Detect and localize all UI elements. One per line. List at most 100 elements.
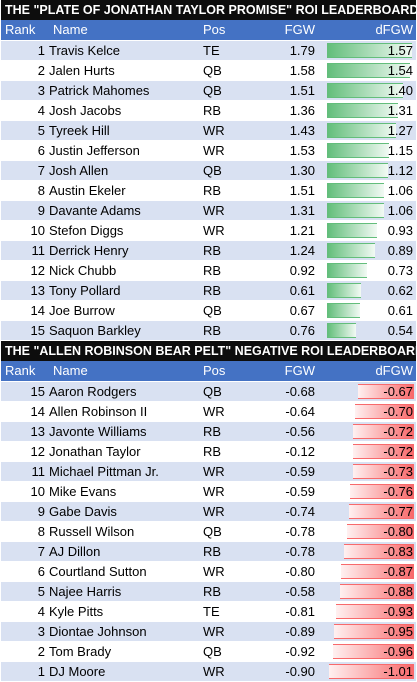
rank-cell: 9 — [37, 504, 45, 519]
rank-cell: 11 — [31, 243, 46, 258]
dfgw-cell: -0.95 — [325, 622, 416, 641]
rank-cell: 4 — [37, 103, 45, 118]
pos-cell: WR — [203, 143, 225, 158]
name-cell: Travis Kelce — [49, 43, 121, 58]
fgw-cell: -0.90 — [285, 664, 315, 679]
header-name: Name — [53, 22, 88, 37]
name-cell: Mike Evans — [49, 484, 117, 499]
dfgw-data-bar — [327, 263, 367, 278]
pos-cell: RB — [203, 444, 222, 459]
pos-cell: TE — [203, 604, 220, 619]
fgw-cell: -0.12 — [285, 444, 315, 459]
fgw-cell: 1.51 — [289, 83, 315, 98]
pos-cell: WR — [203, 564, 225, 579]
table-row: 1 DJ Moore WR -0.90 -1.01 — [1, 662, 416, 682]
dfgw-cell: 1.12 — [325, 161, 416, 180]
pos-cell: RB — [203, 263, 222, 278]
table-row: 3 Patrick Mahomes QB 1.51 1.40 — [1, 81, 416, 101]
fgw-cell: 1.58 — [289, 63, 315, 78]
pos-cell: WR — [203, 464, 225, 479]
header-dfgw: dFGW — [375, 363, 413, 378]
table-row: 5 Najee Harris RB -0.58 -0.88 — [1, 582, 416, 602]
negative-leaderboard-title: THE "ALLEN ROBINSON BEAR PELT" NEGATIVE … — [1, 341, 416, 361]
fgw-cell: -0.81 — [285, 604, 315, 619]
dfgw-value: 1.12 — [387, 163, 413, 178]
table-row: 14 Allen Robinson II WR -0.64 -0.70 — [1, 402, 416, 422]
dfgw-data-bar — [336, 604, 414, 619]
table-row: 4 Josh Jacobs RB 1.36 1.31 — [1, 101, 416, 121]
name-cell: DJ Moore — [49, 664, 106, 679]
rank-cell: 12 — [30, 444, 45, 459]
dfgw-cell: -0.88 — [325, 582, 416, 601]
dfgw-cell: 1.15 — [325, 141, 416, 160]
dfgw-cell: -0.83 — [325, 542, 416, 561]
rank-cell: 7 — [37, 163, 45, 178]
dfgw-data-bar — [327, 223, 377, 238]
fgw-cell: -0.68 — [285, 384, 315, 399]
dfgw-data-bar — [327, 123, 396, 138]
rank-cell: 10 — [30, 223, 45, 238]
pos-cell: QB — [203, 384, 222, 399]
table-row: 7 Josh Allen QB 1.30 1.12 — [1, 161, 416, 181]
fgw-cell: -0.80 — [285, 564, 315, 579]
fgw-cell: -0.92 — [285, 644, 315, 659]
name-cell: Russell Wilson — [49, 524, 135, 539]
name-cell: AJ Dillon — [49, 544, 101, 559]
table-row: 8 Austin Ekeler RB 1.51 1.06 — [1, 181, 416, 201]
fgw-cell: -0.78 — [285, 544, 315, 559]
table-row: 1 Travis Kelce TE 1.79 1.57 — [1, 41, 416, 61]
header-fgw: FGW — [284, 22, 315, 37]
fgw-cell: 0.67 — [289, 303, 315, 318]
pos-cell: QB — [203, 83, 222, 98]
table-row: 10 Stefon Diggs WR 1.21 0.93 — [1, 221, 416, 241]
name-cell: Austin Ekeler — [49, 183, 126, 198]
dfgw-cell: 1.54 — [325, 61, 416, 80]
fgw-cell: -0.56 — [285, 424, 315, 439]
header-name: Name — [53, 363, 88, 378]
rank-cell: 14 — [30, 303, 45, 318]
rank-cell: 3 — [37, 624, 45, 639]
rank-cell: 7 — [37, 544, 45, 559]
pos-cell: WR — [203, 223, 225, 238]
rank-cell: 13 — [30, 283, 45, 298]
dfgw-data-bar — [355, 404, 414, 419]
rank-cell: 5 — [37, 123, 45, 138]
dfgw-cell: 1.27 — [325, 121, 416, 140]
dfgw-data-bar — [358, 384, 414, 399]
dfgw-value: -0.96 — [383, 644, 413, 659]
fgw-cell: 0.92 — [289, 263, 315, 278]
dfgw-cell: -0.93 — [325, 602, 416, 621]
dfgw-data-bar — [329, 664, 414, 679]
rank-cell: 3 — [37, 83, 45, 98]
pos-cell: RB — [203, 243, 222, 258]
table-row: 12 Jonathan Taylor RB -0.12 -0.72 — [1, 442, 416, 462]
table-row: 7 AJ Dillon RB -0.78 -0.83 — [1, 542, 416, 562]
fgw-cell: -0.78 — [285, 524, 315, 539]
header-pos: Pos — [203, 363, 226, 378]
fgw-cell: 1.30 — [289, 163, 315, 178]
dfgw-cell: -0.76 — [325, 482, 416, 501]
dfgw-value: -0.67 — [383, 384, 413, 399]
dfgw-data-bar — [327, 323, 356, 338]
table-row: 10 Mike Evans WR -0.59 -0.76 — [1, 482, 416, 502]
table-row: 3 Diontae Johnson WR -0.89 -0.95 — [1, 622, 416, 642]
dfgw-cell: -0.67 — [325, 382, 416, 401]
fgw-cell: -0.59 — [285, 484, 315, 499]
dfgw-data-bar — [327, 303, 360, 318]
table-row: 12 Nick Chubb RB 0.92 0.73 — [1, 261, 416, 281]
table-row: 5 Tyreek Hill WR 1.43 1.27 — [1, 121, 416, 141]
rank-cell: 8 — [37, 524, 45, 539]
table-row: 11 Derrick Henry RB 1.24 0.89 — [1, 241, 416, 261]
dfgw-cell: 0.73 — [325, 261, 416, 280]
pos-cell: TE — [203, 43, 220, 58]
fgw-cell: 0.61 — [289, 283, 315, 298]
dfgw-data-bar — [327, 103, 398, 118]
pos-cell: QB — [203, 644, 222, 659]
name-cell: Saquon Barkley — [49, 323, 141, 338]
dfgw-cell: 0.54 — [325, 321, 416, 340]
dfgw-data-bar — [350, 484, 414, 499]
dfgw-value: -1.01 — [383, 664, 413, 679]
pos-cell: RB — [203, 544, 222, 559]
name-cell: Javonte Williams — [49, 424, 147, 439]
dfgw-value: 1.31 — [387, 103, 413, 118]
